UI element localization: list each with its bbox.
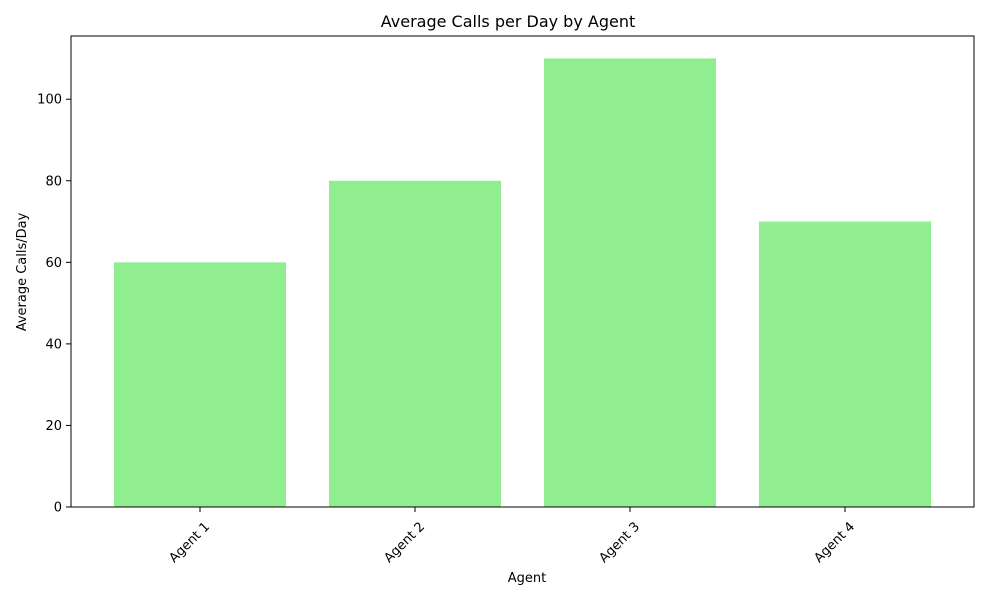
bar-1 [114,262,286,507]
plot-frame [70,35,975,508]
y-axis-label: Average Calls/Day [15,212,30,331]
x-tick-label: Agent 3 [596,519,643,566]
chart-title: Average Calls per Day by Agent [381,12,636,31]
bar-3 [544,58,716,508]
x-ticks: Agent 1 Agent 2 Agent 3 Agent 4 [166,507,858,566]
y-ticks: 0 20 40 60 80 100 [37,93,71,516]
x-tick-label: Agent 2 [381,519,428,566]
x-tick-label: Agent 4 [811,519,858,566]
axes-layer [70,35,975,508]
bar-4 [759,221,931,507]
x-tick-label: Agent 1 [166,519,213,566]
y-tick-label: 40 [45,337,62,352]
y-tick-label: 100 [37,93,62,108]
bar-2 [329,180,501,507]
bars-layer [114,58,931,508]
y-tick-label: 20 [45,419,62,434]
y-tick-label: 60 [45,256,62,271]
y-tick-label: 80 [45,174,62,189]
y-tick-label: 0 [54,501,62,516]
x-axis-label: Agent [508,571,546,586]
